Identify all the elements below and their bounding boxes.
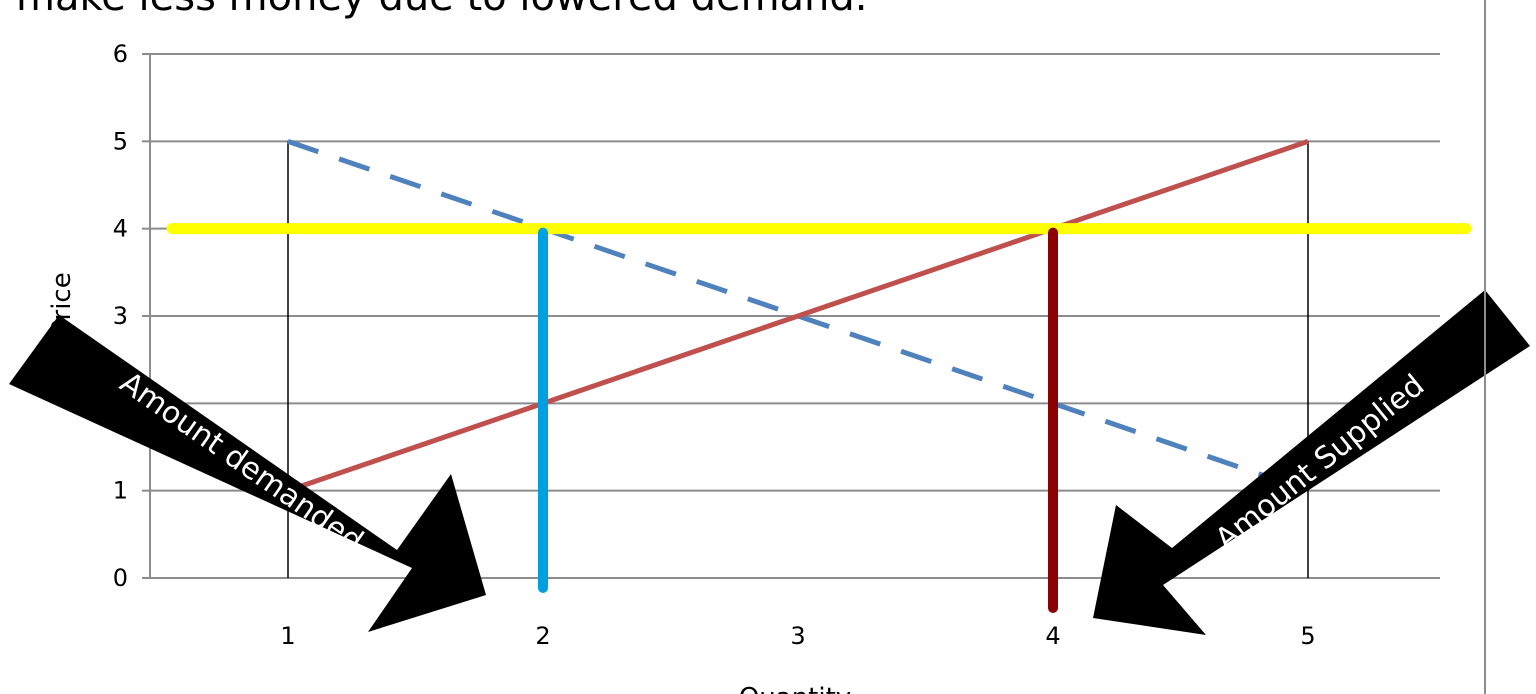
x-tick-label: 1 xyxy=(280,622,295,650)
callout-label-demanded: Amount demanded xyxy=(113,365,369,559)
slide-divider xyxy=(1484,0,1486,694)
slide-body-text: make less money due to lowered demand. xyxy=(16,0,868,20)
x-tick-label: 4 xyxy=(1045,622,1060,650)
y-axis-ticks: 0123456 xyxy=(113,40,128,592)
x-axis-ticks: 1 2 3 4 5 xyxy=(280,622,1315,650)
callout-arrow-demanded xyxy=(9,315,486,632)
quantity-markers xyxy=(538,227,1058,613)
y-tick-label: 4 xyxy=(113,215,128,243)
y-tick-label: 6 xyxy=(113,40,128,68)
x-tick-label: 3 xyxy=(790,622,805,650)
y-tick-label: 5 xyxy=(113,127,128,155)
x-tick-label: 2 xyxy=(535,622,550,650)
y-tick-label: 0 xyxy=(113,564,128,592)
y-tick-label: 3 xyxy=(113,302,128,330)
callouts: Amount demanded Amount Supplied xyxy=(9,290,1530,635)
demand-curve xyxy=(287,138,1309,494)
y-tick-label: 1 xyxy=(113,477,128,505)
callout-arrow-supplied xyxy=(1093,290,1530,635)
series xyxy=(166,138,1472,494)
y-axis-title: Price xyxy=(47,272,77,335)
supply-curve xyxy=(287,138,1309,494)
x-axis-title: Quantity xyxy=(739,683,851,694)
callout-label-supplied: Amount Supplied xyxy=(1209,368,1431,557)
x-tick-label: 5 xyxy=(1300,622,1315,650)
